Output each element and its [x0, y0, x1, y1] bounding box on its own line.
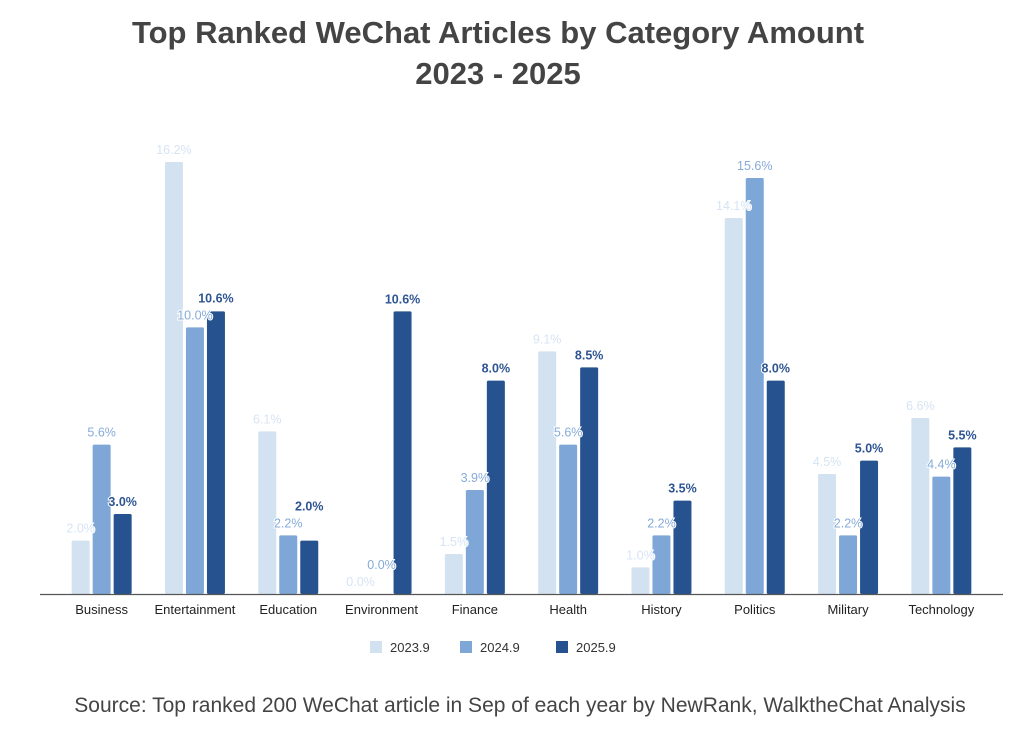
data-label: 0.0% [367, 558, 396, 572]
data-label: 10.6% [198, 291, 233, 305]
bar-2024.9 [932, 476, 951, 594]
data-label: 2.2% [834, 516, 863, 530]
legend-label: 2023.9 [390, 640, 430, 655]
source-note: Source: Top ranked 200 WeChat article in… [74, 694, 966, 717]
data-label: 1.5% [440, 535, 469, 549]
bar-2024.9 [92, 444, 111, 594]
x-tick-label: Entertainment [154, 602, 235, 617]
x-tick-label: Environment [345, 602, 418, 617]
data-label: 3.0% [108, 495, 137, 509]
data-label: 2.0% [66, 522, 95, 536]
data-label: 8.0% [482, 362, 511, 376]
chart-subtitle: 2023 - 2025 [415, 56, 581, 91]
legend-label: 2024.9 [480, 640, 520, 655]
x-tick-label: Technology [908, 602, 974, 617]
data-label: 9.1% [533, 332, 562, 346]
bar-2023.9 [538, 351, 557, 594]
bar-2024.9 [652, 535, 671, 594]
data-label: 15.6% [737, 159, 772, 173]
bar-2024.9 [185, 327, 204, 594]
data-label: 8.0% [762, 362, 791, 376]
data-label: 2.0% [295, 499, 324, 513]
data-label: 2.2% [274, 516, 303, 530]
bar-2025.9 [580, 367, 599, 594]
data-label: 5.0% [855, 442, 884, 456]
bar-2025.9 [300, 540, 319, 594]
bar-2023.9 [444, 554, 463, 594]
bar-2025.9 [766, 380, 785, 594]
data-label: 14.1% [716, 199, 751, 213]
bar-2024.9 [465, 490, 484, 594]
bar-2023.9 [258, 431, 277, 594]
data-label: 2.2% [647, 516, 676, 530]
x-tick-label: Politics [734, 602, 776, 617]
bar-2023.9 [164, 162, 183, 594]
bar-2024.9 [839, 535, 858, 594]
bar-2025.9 [953, 447, 972, 594]
data-label: 5.6% [554, 426, 583, 440]
chart-title: Top Ranked WeChat Articles by Category A… [131, 15, 865, 50]
x-tick-label: History [641, 602, 682, 617]
data-label: 4.5% [813, 455, 842, 469]
data-label: 6.6% [906, 399, 935, 413]
data-label: 3.9% [461, 471, 490, 485]
data-label: 4.4% [927, 458, 956, 472]
data-label: 8.5% [575, 348, 604, 362]
bar-2025.9 [673, 500, 692, 594]
x-tick-label: Business [75, 602, 128, 617]
data-label: 6.1% [253, 412, 282, 426]
data-label: 1.0% [626, 548, 655, 562]
x-tick-label: Education [259, 602, 317, 617]
data-label: 3.5% [668, 482, 697, 496]
bar-2025.9 [113, 514, 132, 594]
bar-2023.9 [71, 540, 90, 594]
legend-swatch-2024.9 [460, 641, 472, 653]
bar-2024.9 [279, 535, 298, 594]
x-tick-label: Health [549, 602, 587, 617]
bar-2023.9 [818, 474, 837, 594]
data-label: 10.6% [385, 292, 420, 306]
data-label: 5.5% [948, 428, 977, 442]
bar-2025.9 [206, 311, 225, 594]
bar-2024.9 [745, 178, 764, 594]
data-label: 5.6% [87, 426, 116, 440]
x-tick-label: Military [827, 602, 869, 617]
legend-label: 2025.9 [576, 640, 616, 655]
bar-2025.9 [486, 380, 505, 594]
bar-2025.9 [393, 311, 412, 594]
data-label: 16.2% [156, 143, 191, 157]
legend-swatch-2023.9 [370, 641, 382, 653]
bar-2024.9 [559, 444, 578, 594]
bar-2025.9 [860, 460, 879, 594]
bar-2023.9 [911, 418, 930, 594]
bar-2023.9 [724, 218, 743, 594]
legend-swatch-2025.9 [556, 641, 568, 653]
x-tick-label: Finance [452, 602, 498, 617]
bar-2023.9 [631, 567, 650, 594]
data-label: 10.0% [177, 308, 212, 322]
data-label: 0.0% [346, 575, 375, 589]
